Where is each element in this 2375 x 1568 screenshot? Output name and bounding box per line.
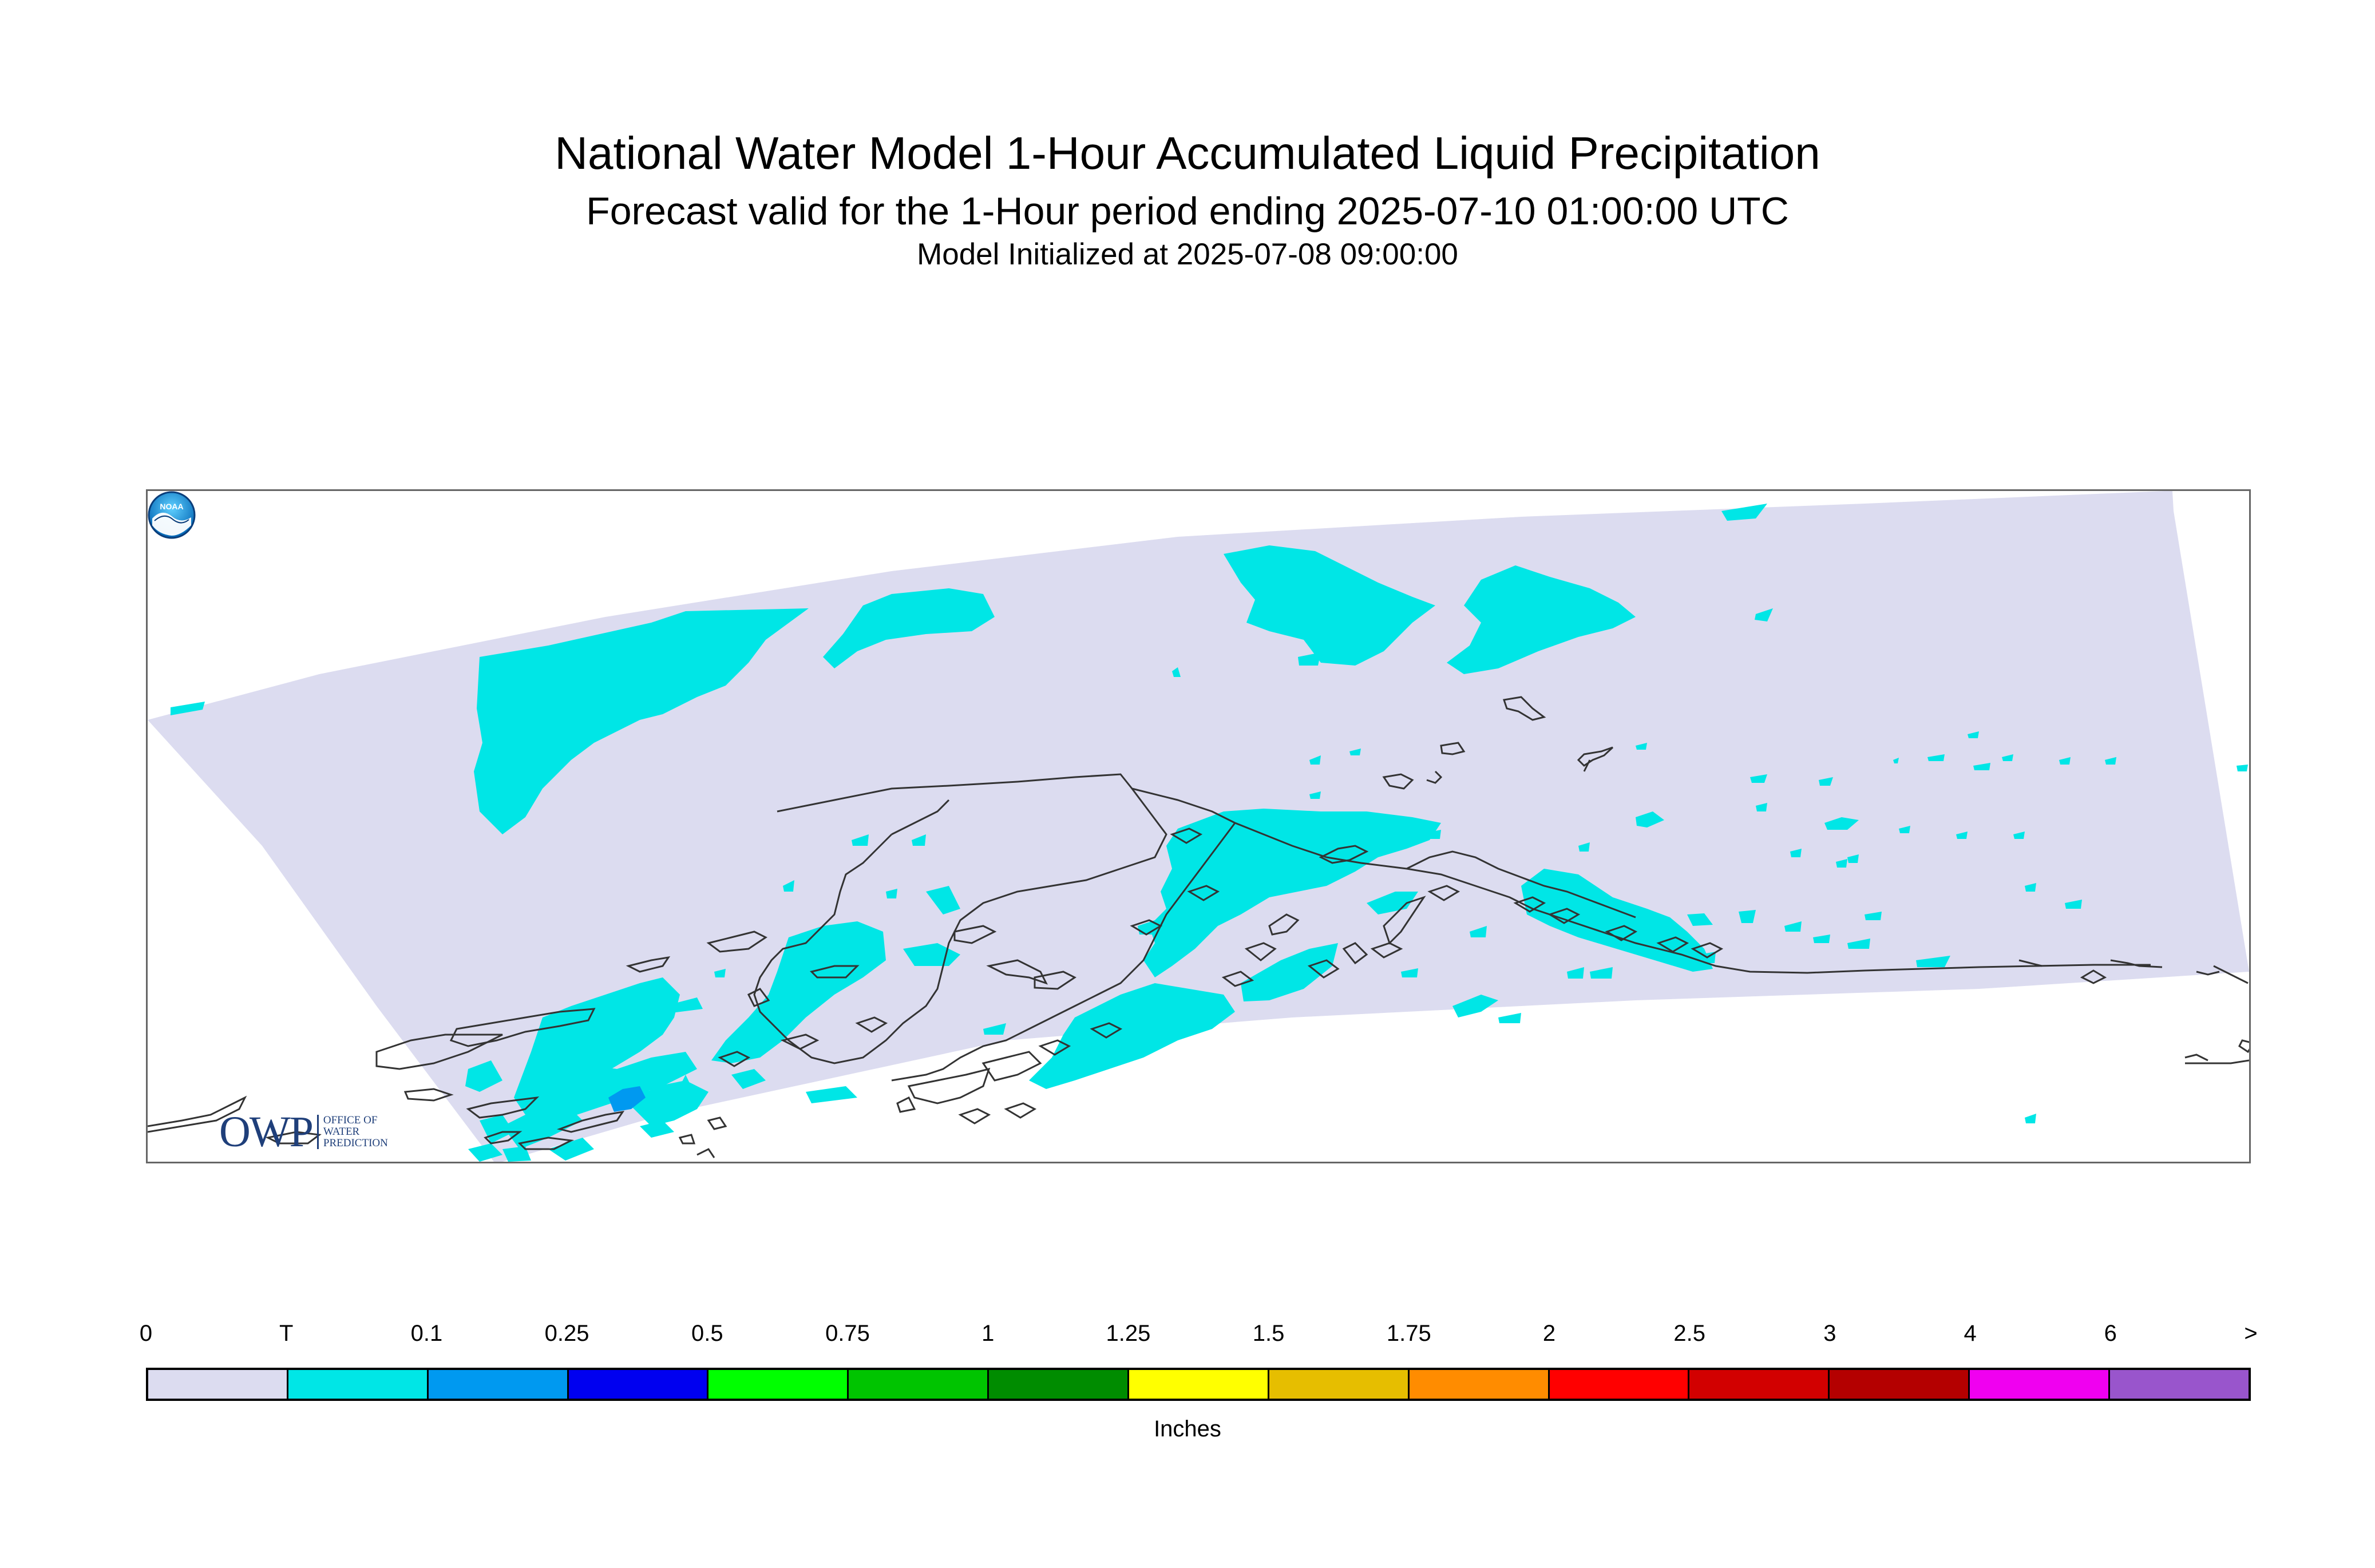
- noaa-logo: NOAA: [148, 491, 196, 539]
- legend-tick-label: 6: [2104, 1321, 2117, 1346]
- map-subtitle: Forecast valid for the 1-Hour period end…: [586, 189, 1789, 233]
- legend-tick-label: >: [2244, 1321, 2258, 1346]
- legend-swatch: [2110, 1370, 2249, 1399]
- coastlines: [148, 696, 2249, 1158]
- legend-tick-label: 0: [139, 1321, 153, 1346]
- map-canvas: [148, 491, 2249, 1162]
- legend-swatch: [1830, 1370, 1970, 1399]
- legend-tick-label: 2.5: [1673, 1321, 1705, 1346]
- legend-tick-label: 1.5: [1252, 1321, 1285, 1346]
- legend-tick-label: 0.75: [825, 1321, 870, 1346]
- owp-logo-divider: [316, 1115, 319, 1149]
- precip-light-areas: [608, 1086, 646, 1112]
- owp-logo-line-1: OFFICE OF: [323, 1114, 378, 1126]
- legend-units: Inches: [1154, 1416, 1221, 1442]
- legend-swatch: [288, 1370, 429, 1399]
- noaa-logo-text: NOAA: [160, 502, 183, 511]
- legend-tick-label: 4: [1964, 1321, 1977, 1346]
- legend-swatch: [1970, 1370, 2111, 1399]
- legend-tick-label: 0.1: [410, 1321, 443, 1346]
- legend-swatch: [1549, 1370, 1690, 1399]
- map-title: National Water Model 1-Hour Accumulated …: [555, 128, 1820, 179]
- legend-swatch: [1269, 1370, 1410, 1399]
- owp-logo: OWP OFFICE OF WATER PREDICTION: [219, 1108, 388, 1156]
- legend-tick-label: 2: [1542, 1321, 1556, 1346]
- legend-swatch: [568, 1370, 709, 1399]
- legend-swatch: [148, 1370, 288, 1399]
- legend-swatch: [1409, 1370, 1550, 1399]
- legend-tick-label: 3: [1823, 1321, 1836, 1346]
- legend-tick-label: 0.25: [544, 1321, 589, 1346]
- model-init-time: Model Initialized at 2025-07-08 09:00:00: [917, 237, 1458, 271]
- legend-swatch: [708, 1370, 849, 1399]
- legend-tick-label: T: [279, 1321, 294, 1346]
- owp-logo-line-3: PREDICTION: [323, 1137, 388, 1149]
- legend-swatch: [1129, 1370, 1269, 1399]
- owp-logo-line-2: WATER: [323, 1126, 360, 1138]
- legend-swatch: [1689, 1370, 1830, 1399]
- owp-logo-text: OFFICE OF WATER PREDICTION: [323, 1115, 388, 1149]
- owp-logo-mark: OWP: [219, 1108, 314, 1156]
- legend-tick-label: 1: [981, 1321, 995, 1346]
- map-frame: OWP OFFICE OF WATER PREDICTION NOAA: [146, 489, 2251, 1163]
- legend-colorbar: [146, 1368, 2251, 1401]
- legend-tick-label: 0.5: [691, 1321, 723, 1346]
- legend-swatch: [428, 1370, 569, 1399]
- legend-swatch: [849, 1370, 989, 1399]
- legend-swatch: [989, 1370, 1130, 1399]
- legend-tick-label: 1.75: [1386, 1321, 1431, 1346]
- legend-tick-label: 1.25: [1106, 1321, 1151, 1346]
